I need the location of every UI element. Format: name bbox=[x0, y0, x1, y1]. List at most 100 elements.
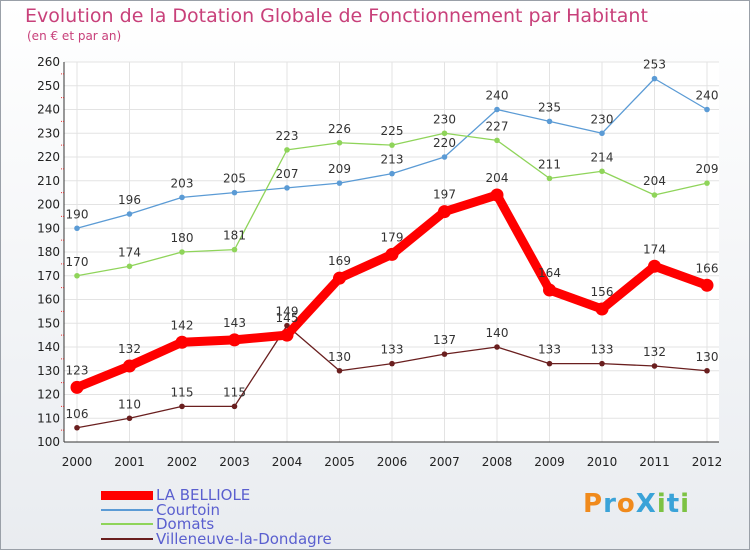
x-tick-label: 2003 bbox=[219, 455, 250, 469]
data-point-courtoin bbox=[284, 185, 290, 191]
y-tick-label: 130 bbox=[37, 364, 60, 378]
data-point-courtoin bbox=[389, 170, 395, 177]
data-label-la-belliole: 166 bbox=[696, 261, 719, 275]
y-tick-label: 100 bbox=[37, 435, 60, 449]
data-label-villeneuve-la-dondagre: 149 bbox=[276, 305, 299, 319]
data-point-courtoin bbox=[336, 180, 343, 186]
y-tick-label: 160 bbox=[37, 293, 60, 307]
data-label-la-belliole: 142 bbox=[171, 318, 194, 332]
data-point-villeneuve-la-dondagre bbox=[336, 367, 343, 374]
data-label-courtoin: 213 bbox=[381, 153, 404, 167]
chart-subtitle: (en € et par an) bbox=[27, 29, 122, 43]
data-point-villeneuve-la-dondagre bbox=[179, 403, 185, 410]
data-label-villeneuve-la-dondagre: 110 bbox=[118, 397, 141, 411]
data-point-la-belliole bbox=[280, 328, 294, 342]
data-point-domats bbox=[389, 142, 395, 148]
data-label-la-belliole: 174 bbox=[643, 242, 666, 256]
x-tick-label: 2005 bbox=[324, 455, 355, 469]
data-label-villeneuve-la-dondagre: 130 bbox=[696, 350, 719, 364]
data-point-la-belliole bbox=[333, 271, 346, 285]
data-label-courtoin: 209 bbox=[328, 162, 351, 176]
y-tick-label: 210 bbox=[37, 174, 60, 188]
proxiti-logo: ProXiti bbox=[583, 489, 690, 519]
data-point-villeneuve-la-dondagre bbox=[704, 367, 710, 374]
x-tick-label: 2011 bbox=[639, 455, 670, 469]
data-label-courtoin: 240 bbox=[696, 89, 719, 103]
data-label-courtoin: 235 bbox=[538, 100, 561, 114]
data-point-courtoin bbox=[494, 106, 500, 113]
data-point-courtoin bbox=[179, 194, 185, 201]
data-label-courtoin: 196 bbox=[118, 193, 141, 207]
data-point-la-belliole bbox=[648, 259, 661, 273]
data-label-domats: 174 bbox=[118, 245, 141, 259]
data-label-courtoin: 203 bbox=[171, 176, 194, 190]
logo-letter: i bbox=[680, 489, 691, 519]
data-label-domats: 227 bbox=[486, 119, 509, 133]
y-tick-label: 190 bbox=[37, 221, 60, 235]
x-tick-label: 2000 bbox=[62, 455, 93, 469]
data-label-domats: 225 bbox=[381, 124, 404, 138]
data-point-la-belliole bbox=[543, 283, 556, 297]
data-point-la-belliole bbox=[70, 380, 84, 394]
data-label-villeneuve-la-dondagre: 115 bbox=[171, 385, 194, 399]
data-label-domats: 204 bbox=[643, 174, 666, 188]
data-label-courtoin: 230 bbox=[591, 112, 614, 126]
logo-letter: X bbox=[635, 489, 657, 519]
y-tick-label: 200 bbox=[37, 198, 60, 212]
data-label-la-belliole: 169 bbox=[328, 254, 351, 268]
data-point-courtoin bbox=[231, 189, 238, 196]
x-tick-label: 2004 bbox=[272, 455, 303, 469]
legend-swatch bbox=[101, 523, 153, 525]
x-tick-label: 2010 bbox=[587, 455, 618, 469]
data-point-courtoin bbox=[651, 75, 658, 82]
y-tick-label: 140 bbox=[37, 340, 60, 354]
data-label-la-belliole: 204 bbox=[486, 171, 509, 185]
data-label-courtoin: 220 bbox=[433, 136, 456, 150]
x-tick-label: 2001 bbox=[114, 455, 145, 469]
data-point-courtoin bbox=[74, 225, 80, 232]
data-label-villeneuve-la-dondagre: 130 bbox=[328, 350, 351, 364]
data-label-domats: 214 bbox=[591, 150, 614, 164]
data-point-courtoin bbox=[441, 154, 448, 160]
data-point-domats bbox=[231, 246, 238, 253]
data-point-domats bbox=[441, 130, 448, 137]
legend-label: LA BELLIOLE bbox=[156, 486, 251, 504]
data-point-la-belliole bbox=[385, 247, 399, 261]
data-label-domats: 180 bbox=[171, 231, 194, 245]
data-point-villeneuve-la-dondagre bbox=[231, 403, 238, 410]
y-tick-label: 180 bbox=[37, 245, 60, 259]
data-point-domats bbox=[704, 180, 710, 186]
data-label-la-belliole: 143 bbox=[223, 316, 246, 330]
legend-label: Courtoin bbox=[156, 501, 221, 519]
data-point-domats bbox=[651, 192, 658, 198]
data-point-villeneuve-la-dondagre bbox=[546, 360, 553, 367]
x-tick-label: 2002 bbox=[167, 455, 198, 469]
data-point-villeneuve-la-dondagre bbox=[599, 360, 605, 367]
data-point-villeneuve-la-dondagre bbox=[441, 351, 448, 357]
data-point-villeneuve-la-dondagre bbox=[126, 415, 133, 422]
data-label-villeneuve-la-dondagre: 106 bbox=[66, 407, 89, 421]
data-point-domats bbox=[284, 147, 290, 153]
data-label-courtoin: 205 bbox=[223, 172, 246, 186]
logo-letter: r bbox=[603, 489, 617, 519]
data-point-la-belliole bbox=[595, 302, 609, 316]
data-point-la-belliole bbox=[175, 335, 189, 349]
x-tick-label: 2008 bbox=[482, 455, 513, 469]
data-point-la-belliole bbox=[123, 359, 136, 373]
data-point-domats bbox=[546, 175, 553, 182]
chart-title: Evolution de la Dotation Globale de Fonc… bbox=[25, 5, 648, 27]
y-tick-label: 240 bbox=[37, 103, 60, 117]
data-point-courtoin bbox=[126, 211, 133, 217]
data-label-villeneuve-la-dondagre: 140 bbox=[486, 326, 509, 340]
data-point-domats bbox=[74, 272, 80, 279]
data-point-la-belliole bbox=[490, 188, 504, 202]
data-label-villeneuve-la-dondagre: 132 bbox=[643, 345, 666, 359]
data-label-villeneuve-la-dondagre: 133 bbox=[538, 343, 561, 357]
logo-letter: o bbox=[616, 489, 636, 519]
data-label-courtoin: 207 bbox=[276, 167, 299, 181]
legend-swatch bbox=[101, 490, 153, 500]
data-point-domats bbox=[126, 263, 133, 270]
data-label-la-belliole: 179 bbox=[381, 230, 404, 244]
data-label-la-belliole: 123 bbox=[66, 363, 89, 377]
